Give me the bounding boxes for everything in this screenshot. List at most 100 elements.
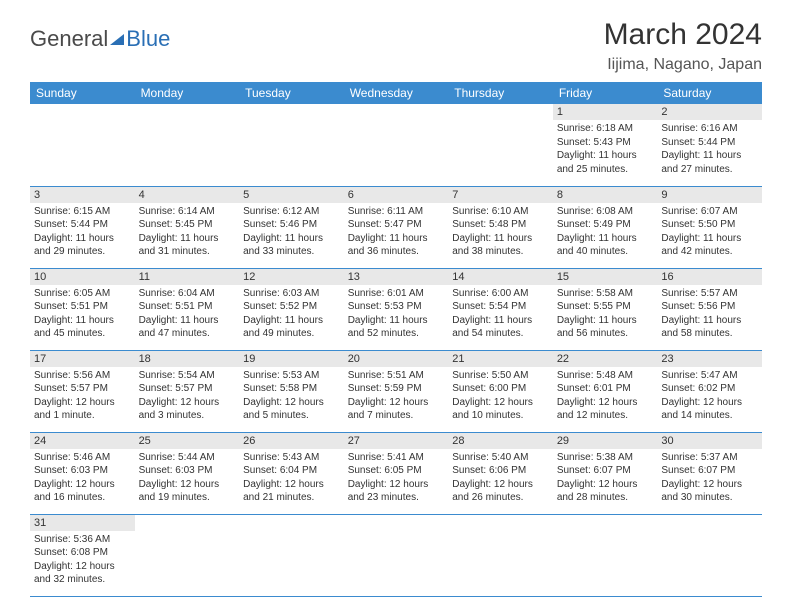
day-content: Sunrise: 5:54 AMSunset: 5:57 PMDaylight:… — [135, 367, 240, 427]
day-number: 30 — [657, 433, 762, 449]
day-number: 26 — [239, 433, 344, 449]
calendar-day-cell: 29Sunrise: 5:38 AMSunset: 6:07 PMDayligh… — [553, 432, 658, 514]
daylight-text: Daylight: 11 hours and 31 minutes. — [139, 232, 236, 259]
day-number: 21 — [448, 351, 553, 367]
sunset-text: Sunset: 5:52 PM — [243, 300, 340, 314]
day-content: Sunrise: 5:47 AMSunset: 6:02 PMDaylight:… — [657, 367, 762, 427]
sunset-text: Sunset: 6:07 PM — [661, 464, 758, 478]
sunset-text: Sunset: 6:07 PM — [557, 464, 654, 478]
daylight-text: Daylight: 11 hours and 56 minutes. — [557, 314, 654, 341]
brand-part2: Blue — [126, 26, 170, 52]
sunset-text: Sunset: 5:56 PM — [661, 300, 758, 314]
sunset-text: Sunset: 6:01 PM — [557, 382, 654, 396]
day-number: 8 — [553, 187, 658, 203]
weekday-header: Tuesday — [239, 82, 344, 104]
day-content: Sunrise: 5:37 AMSunset: 6:07 PMDaylight:… — [657, 449, 762, 509]
daylight-text: Daylight: 12 hours and 26 minutes. — [452, 478, 549, 505]
day-number: 10 — [30, 269, 135, 285]
weekday-header: Thursday — [448, 82, 553, 104]
daylight-text: Daylight: 12 hours and 30 minutes. — [661, 478, 758, 505]
daylight-text: Daylight: 11 hours and 29 minutes. — [34, 232, 131, 259]
daylight-text: Daylight: 12 hours and 32 minutes. — [34, 560, 131, 587]
sunrise-text: Sunrise: 6:08 AM — [557, 205, 654, 219]
sunrise-text: Sunrise: 5:37 AM — [661, 451, 758, 465]
day-number: 7 — [448, 187, 553, 203]
calendar-day-cell: 17Sunrise: 5:56 AMSunset: 5:57 PMDayligh… — [30, 350, 135, 432]
day-content: Sunrise: 5:48 AMSunset: 6:01 PMDaylight:… — [553, 367, 658, 427]
sail-icon — [110, 34, 124, 45]
day-number: 19 — [239, 351, 344, 367]
day-number: 29 — [553, 433, 658, 449]
weekday-header: Sunday — [30, 82, 135, 104]
calendar-day-cell: 15Sunrise: 5:58 AMSunset: 5:55 PMDayligh… — [553, 268, 658, 350]
calendar-day-cell: 5Sunrise: 6:12 AMSunset: 5:46 PMDaylight… — [239, 186, 344, 268]
calendar-day-cell: 24Sunrise: 5:46 AMSunset: 6:03 PMDayligh… — [30, 432, 135, 514]
calendar-day-cell: 10Sunrise: 6:05 AMSunset: 5:51 PMDayligh… — [30, 268, 135, 350]
sunrise-text: Sunrise: 5:53 AM — [243, 369, 340, 383]
calendar-day-cell: 25Sunrise: 5:44 AMSunset: 6:03 PMDayligh… — [135, 432, 240, 514]
sunrise-text: Sunrise: 5:36 AM — [34, 533, 131, 547]
calendar-header-row: SundayMondayTuesdayWednesdayThursdayFrid… — [30, 82, 762, 104]
calendar-week-row: 24Sunrise: 5:46 AMSunset: 6:03 PMDayligh… — [30, 432, 762, 514]
sunrise-text: Sunrise: 5:50 AM — [452, 369, 549, 383]
sunset-text: Sunset: 5:44 PM — [34, 218, 131, 232]
daylight-text: Daylight: 11 hours and 58 minutes. — [661, 314, 758, 341]
sunrise-text: Sunrise: 6:01 AM — [348, 287, 445, 301]
calendar-week-row: 3Sunrise: 6:15 AMSunset: 5:44 PMDaylight… — [30, 186, 762, 268]
calendar-day-cell: 7Sunrise: 6:10 AMSunset: 5:48 PMDaylight… — [448, 186, 553, 268]
day-number: 24 — [30, 433, 135, 449]
daylight-text: Daylight: 11 hours and 45 minutes. — [34, 314, 131, 341]
sunrise-text: Sunrise: 6:00 AM — [452, 287, 549, 301]
sunrise-text: Sunrise: 6:03 AM — [243, 287, 340, 301]
daylight-text: Daylight: 11 hours and 33 minutes. — [243, 232, 340, 259]
day-content: Sunrise: 5:57 AMSunset: 5:56 PMDaylight:… — [657, 285, 762, 345]
day-number: 22 — [553, 351, 658, 367]
sunset-text: Sunset: 5:53 PM — [348, 300, 445, 314]
daylight-text: Daylight: 11 hours and 42 minutes. — [661, 232, 758, 259]
calendar-day-cell: 23Sunrise: 5:47 AMSunset: 6:02 PMDayligh… — [657, 350, 762, 432]
sunrise-text: Sunrise: 5:43 AM — [243, 451, 340, 465]
day-number: 3 — [30, 187, 135, 203]
sunrise-text: Sunrise: 6:18 AM — [557, 122, 654, 136]
calendar-day-cell: 21Sunrise: 5:50 AMSunset: 6:00 PMDayligh… — [448, 350, 553, 432]
sunset-text: Sunset: 6:03 PM — [34, 464, 131, 478]
calendar-day-cell: 8Sunrise: 6:08 AMSunset: 5:49 PMDaylight… — [553, 186, 658, 268]
day-content: Sunrise: 6:15 AMSunset: 5:44 PMDaylight:… — [30, 203, 135, 263]
calendar-day-cell — [657, 514, 762, 596]
day-number: 1 — [553, 104, 658, 120]
sunset-text: Sunset: 5:45 PM — [139, 218, 236, 232]
calendar-day-cell: 27Sunrise: 5:41 AMSunset: 6:05 PMDayligh… — [344, 432, 449, 514]
daylight-text: Daylight: 12 hours and 1 minute. — [34, 396, 131, 423]
day-content: Sunrise: 6:14 AMSunset: 5:45 PMDaylight:… — [135, 203, 240, 263]
day-content: Sunrise: 6:16 AMSunset: 5:44 PMDaylight:… — [657, 120, 762, 180]
daylight-text: Daylight: 12 hours and 7 minutes. — [348, 396, 445, 423]
calendar-day-cell — [135, 514, 240, 596]
day-content: Sunrise: 5:36 AMSunset: 6:08 PMDaylight:… — [30, 531, 135, 591]
day-content: Sunrise: 5:43 AMSunset: 6:04 PMDaylight:… — [239, 449, 344, 509]
sunset-text: Sunset: 5:43 PM — [557, 136, 654, 150]
calendar-day-cell: 16Sunrise: 5:57 AMSunset: 5:56 PMDayligh… — [657, 268, 762, 350]
weekday-header: Monday — [135, 82, 240, 104]
sunset-text: Sunset: 5:58 PM — [243, 382, 340, 396]
sunrise-text: Sunrise: 5:47 AM — [661, 369, 758, 383]
calendar-day-cell: 11Sunrise: 6:04 AMSunset: 5:51 PMDayligh… — [135, 268, 240, 350]
calendar-day-cell — [344, 104, 449, 186]
calendar-body: 1Sunrise: 6:18 AMSunset: 5:43 PMDaylight… — [30, 104, 762, 596]
sunrise-text: Sunrise: 6:07 AM — [661, 205, 758, 219]
calendar-day-cell: 1 Sunrise: 6:18 AMSunset: 5:43 PMDaylight… — [553, 104, 658, 186]
day-number: 5 — [239, 187, 344, 203]
sunset-text: Sunset: 5:48 PM — [452, 218, 549, 232]
sunset-text: Sunset: 6:04 PM — [243, 464, 340, 478]
sunrise-text: Sunrise: 5:48 AM — [557, 369, 654, 383]
calendar-table: SundayMondayTuesdayWednesdayThursdayFrid… — [30, 82, 762, 597]
sunset-text: Sunset: 5:57 PM — [34, 382, 131, 396]
daylight-text: Daylight: 11 hours and 27 minutes. — [661, 149, 758, 176]
day-number: 14 — [448, 269, 553, 285]
sunset-text: Sunset: 5:59 PM — [348, 382, 445, 396]
calendar-day-cell: 31Sunrise: 5:36 AMSunset: 6:08 PMDayligh… — [30, 514, 135, 596]
calendar-day-cell: 6Sunrise: 6:11 AMSunset: 5:47 PMDaylight… — [344, 186, 449, 268]
calendar-day-cell — [344, 514, 449, 596]
day-number: 9 — [657, 187, 762, 203]
calendar-day-cell: 28Sunrise: 5:40 AMSunset: 6:06 PMDayligh… — [448, 432, 553, 514]
daylight-text: Daylight: 11 hours and 25 minutes. — [557, 149, 654, 176]
